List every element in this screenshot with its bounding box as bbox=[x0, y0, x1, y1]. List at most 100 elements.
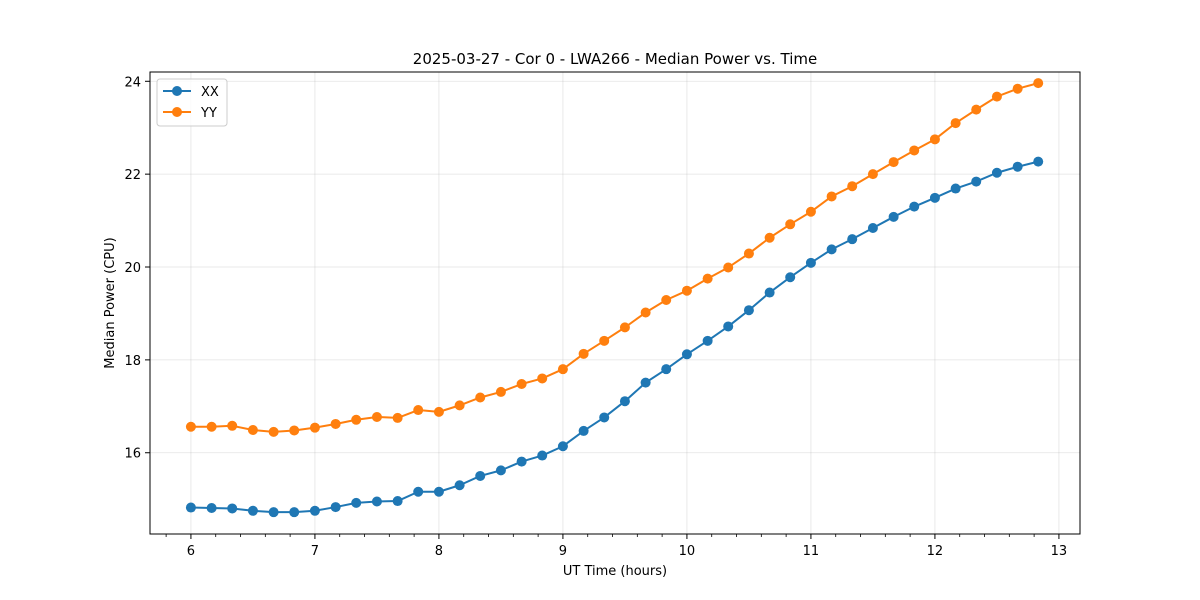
data-point-xx bbox=[330, 502, 341, 513]
data-point-yy bbox=[991, 91, 1002, 102]
data-point-yy bbox=[516, 379, 527, 390]
x-tick-label: 12 bbox=[927, 544, 944, 559]
data-point-yy bbox=[743, 248, 754, 259]
data-point-yy bbox=[392, 412, 403, 423]
data-point-xx bbox=[351, 497, 362, 508]
x-tick-label: 11 bbox=[803, 544, 820, 559]
grid bbox=[150, 72, 1080, 534]
legend: XX YY bbox=[156, 78, 228, 127]
data-point-yy bbox=[723, 262, 734, 273]
data-point-yy bbox=[909, 145, 920, 156]
data-point-yy bbox=[640, 307, 651, 318]
data-point-yy bbox=[1012, 83, 1023, 94]
data-point-xx bbox=[743, 305, 754, 316]
data-point-xx bbox=[185, 502, 196, 513]
data-point-yy bbox=[268, 426, 279, 437]
data-point-yy bbox=[185, 421, 196, 432]
data-point-yy bbox=[929, 134, 940, 145]
data-point-xx bbox=[826, 244, 837, 255]
data-point-yy bbox=[537, 373, 548, 384]
x-axis-label: UT Time (hours) bbox=[563, 564, 667, 579]
data-point-xx bbox=[805, 257, 816, 268]
data-point-xx bbox=[764, 287, 775, 298]
data-point-xx bbox=[557, 441, 568, 452]
y-tick-label: 24 bbox=[124, 75, 141, 90]
data-point-yy bbox=[433, 406, 444, 417]
data-point-yy bbox=[847, 181, 858, 192]
y-axis-ticks: 16 18 20 22 24 bbox=[124, 75, 150, 462]
data-point-xx bbox=[206, 503, 217, 513]
data-point-xx bbox=[268, 507, 279, 518]
data-point-yy bbox=[888, 157, 899, 168]
data-point-yy bbox=[371, 411, 382, 422]
data-point-xx bbox=[723, 321, 734, 332]
y-axis-label: Median Power (CPU) bbox=[103, 237, 118, 368]
data-point-xx bbox=[909, 201, 920, 212]
data-point-yy bbox=[206, 421, 217, 432]
data-point-yy bbox=[619, 322, 630, 333]
data-point-xx bbox=[1033, 156, 1044, 167]
data-point-xx bbox=[475, 470, 486, 481]
data-point-xx bbox=[888, 211, 899, 222]
data-point-xx bbox=[289, 507, 300, 518]
x-tick-label: 7 bbox=[311, 544, 319, 559]
data-point-yy bbox=[764, 232, 775, 243]
legend-label-yy: YY bbox=[200, 106, 217, 121]
data-point-yy bbox=[475, 392, 486, 403]
data-point-xx bbox=[867, 223, 878, 234]
legend-marker-xx bbox=[172, 86, 182, 96]
data-point-xx bbox=[1012, 161, 1023, 172]
data-point-yy bbox=[247, 424, 258, 435]
data-point-yy bbox=[227, 420, 238, 431]
y-tick-label: 22 bbox=[124, 168, 141, 183]
series-layer bbox=[185, 78, 1044, 518]
x-tick-label: 13 bbox=[1051, 544, 1068, 559]
y-tick-label: 18 bbox=[124, 354, 141, 369]
data-point-xx bbox=[599, 412, 610, 423]
chart-title: 2025-03-27 - Cor 0 - LWA266 - Median Pow… bbox=[413, 50, 817, 68]
data-point-xx bbox=[785, 272, 796, 283]
data-point-yy bbox=[950, 118, 961, 129]
data-point-xx bbox=[433, 486, 444, 497]
data-point-yy bbox=[557, 364, 568, 375]
data-point-yy bbox=[495, 386, 506, 397]
data-point-yy bbox=[599, 335, 610, 346]
plot-frame bbox=[149, 71, 1081, 535]
data-point-xx bbox=[681, 349, 692, 360]
data-point-xx bbox=[516, 456, 527, 467]
data-point-xx bbox=[392, 496, 403, 507]
data-point-xx bbox=[640, 377, 651, 388]
data-point-yy bbox=[330, 418, 341, 429]
legend-marker-yy bbox=[172, 107, 182, 117]
data-point-xx bbox=[929, 192, 940, 203]
data-point-yy bbox=[681, 285, 692, 296]
data-point-xx bbox=[247, 505, 258, 516]
data-point-yy bbox=[351, 414, 362, 425]
data-point-xx bbox=[702, 335, 713, 346]
data-point-yy bbox=[1033, 78, 1044, 89]
data-point-yy bbox=[661, 294, 672, 305]
data-point-xx bbox=[847, 234, 858, 245]
data-point-yy bbox=[702, 273, 713, 284]
legend-label-xx: XX bbox=[201, 85, 219, 100]
y-tick-label: 20 bbox=[124, 261, 141, 276]
data-point-xx bbox=[413, 486, 424, 497]
data-point-xx bbox=[495, 465, 506, 476]
data-point-yy bbox=[971, 104, 982, 115]
data-point-yy bbox=[805, 206, 816, 217]
data-point-yy bbox=[785, 219, 796, 230]
data-point-xx bbox=[227, 503, 238, 514]
data-point-yy bbox=[578, 348, 589, 359]
x-tick-label: 6 bbox=[187, 544, 195, 559]
data-point-xx bbox=[537, 450, 548, 461]
x-tick-label: 9 bbox=[559, 544, 567, 559]
data-point-xx bbox=[991, 167, 1002, 178]
data-point-xx bbox=[578, 425, 589, 436]
data-point-xx bbox=[661, 364, 672, 375]
y-tick-label: 16 bbox=[124, 447, 141, 462]
data-point-yy bbox=[309, 422, 320, 433]
data-point-yy bbox=[413, 405, 424, 416]
data-point-xx bbox=[309, 505, 320, 516]
data-point-xx bbox=[971, 176, 982, 187]
